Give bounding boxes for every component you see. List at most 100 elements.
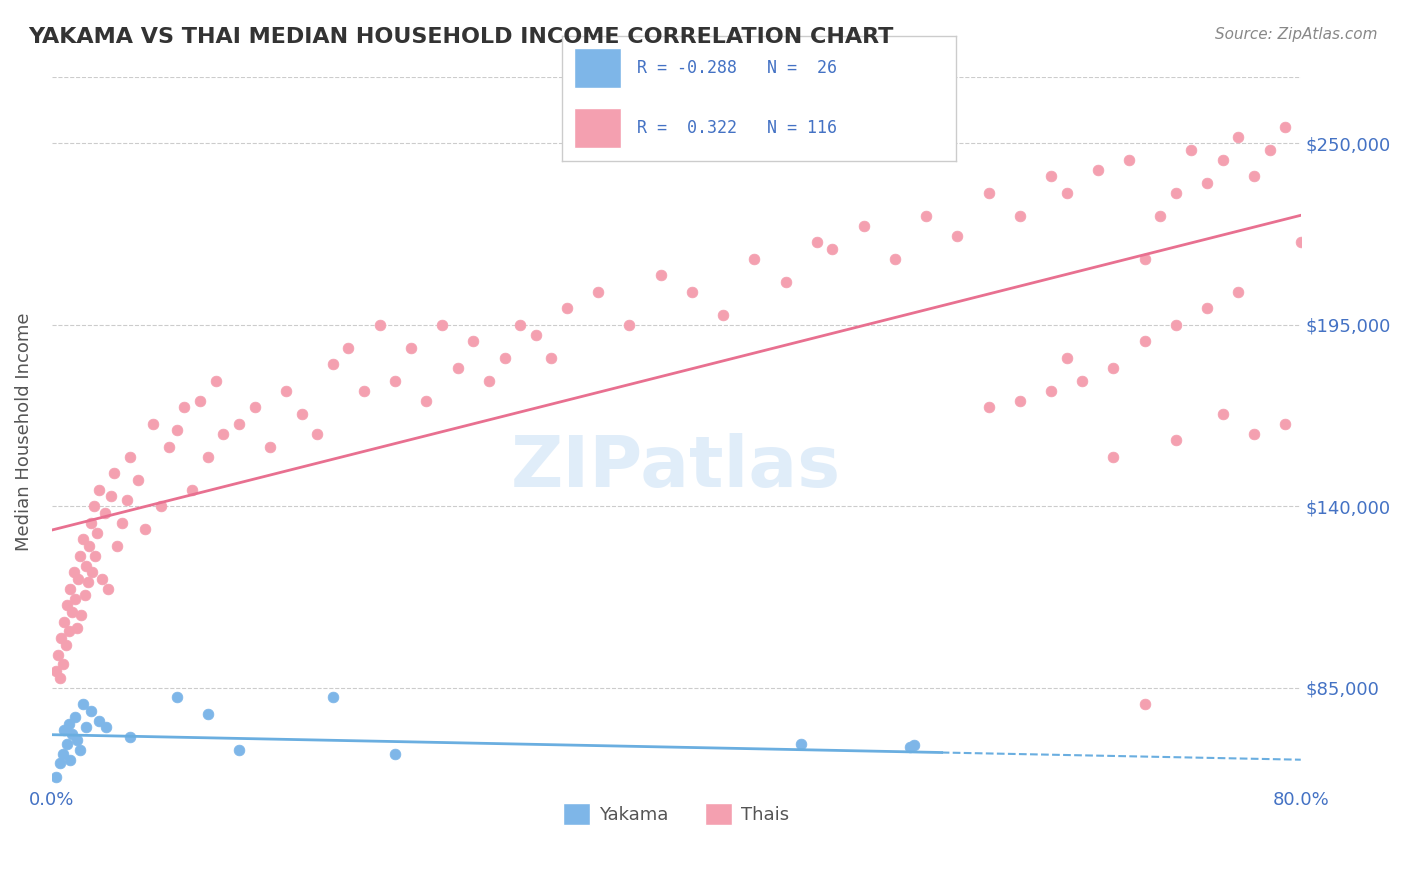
- Point: [790, 737, 813, 751]
- Point: [775, 275, 797, 289]
- Point: [100, 489, 122, 503]
- Point: [806, 235, 828, 250]
- Point: [463, 334, 485, 349]
- Point: [1071, 374, 1094, 388]
- Point: [1039, 169, 1062, 184]
- Point: [70, 607, 93, 622]
- Point: [1008, 393, 1031, 408]
- Point: [1227, 129, 1250, 144]
- Point: [821, 242, 844, 256]
- Point: [46, 648, 69, 662]
- Point: [1258, 143, 1281, 157]
- Point: [59, 753, 82, 767]
- Point: [166, 423, 188, 437]
- Point: [1039, 384, 1062, 398]
- Point: [1056, 351, 1078, 365]
- Point: [430, 815, 453, 830]
- Point: [45, 770, 67, 784]
- Point: [946, 228, 969, 243]
- Point: [52, 657, 75, 672]
- Point: [1227, 285, 1250, 299]
- Point: [711, 308, 734, 322]
- Point: [681, 285, 703, 299]
- Point: [103, 466, 125, 480]
- Point: [903, 738, 925, 752]
- Point: [1008, 209, 1031, 223]
- Point: [60, 605, 83, 619]
- Point: [1118, 153, 1140, 167]
- Point: [228, 417, 250, 431]
- Point: [1102, 450, 1125, 464]
- Point: [173, 401, 195, 415]
- Point: [204, 374, 226, 388]
- Point: [430, 318, 453, 332]
- Point: [134, 522, 156, 536]
- Point: [67, 572, 90, 586]
- Point: [84, 549, 107, 563]
- Point: [1180, 143, 1202, 157]
- Point: [188, 393, 211, 408]
- Point: [1149, 209, 1171, 223]
- Point: [977, 186, 1000, 200]
- Point: [509, 318, 531, 332]
- Point: [1212, 153, 1234, 167]
- Point: [1243, 169, 1265, 184]
- Point: [69, 549, 91, 563]
- Text: R = -0.288   N =  26: R = -0.288 N = 26: [637, 59, 837, 77]
- Point: [87, 714, 110, 728]
- Point: [1274, 120, 1296, 134]
- Point: [384, 374, 406, 388]
- Y-axis label: Median Household Income: Median Household Income: [15, 313, 32, 551]
- Point: [1243, 426, 1265, 441]
- Point: [619, 318, 641, 332]
- Point: [353, 384, 375, 398]
- Point: [127, 473, 149, 487]
- Text: ZIPatlas: ZIPatlas: [512, 433, 841, 502]
- Point: [1164, 318, 1187, 332]
- Point: [86, 525, 108, 540]
- Point: [478, 374, 501, 388]
- Point: [1289, 235, 1312, 250]
- Point: [72, 532, 94, 546]
- Text: R =  0.322   N = 116: R = 0.322 N = 116: [637, 120, 837, 137]
- Point: [55, 638, 77, 652]
- Point: [197, 706, 219, 721]
- Text: Source: ZipAtlas.com: Source: ZipAtlas.com: [1215, 27, 1378, 42]
- Point: [76, 574, 98, 589]
- Point: [900, 739, 922, 754]
- Point: [48, 671, 70, 685]
- Point: [322, 690, 344, 705]
- Point: [52, 747, 75, 761]
- Point: [142, 417, 165, 431]
- Point: [75, 720, 97, 734]
- Point: [49, 631, 72, 645]
- Point: [852, 219, 875, 233]
- Point: [322, 357, 344, 371]
- Point: [87, 483, 110, 497]
- Point: [650, 268, 672, 283]
- Point: [243, 401, 266, 415]
- Point: [1212, 407, 1234, 421]
- FancyBboxPatch shape: [574, 48, 621, 88]
- Point: [415, 393, 437, 408]
- Point: [384, 747, 406, 761]
- Point: [181, 483, 204, 497]
- Point: [586, 285, 609, 299]
- Point: [77, 539, 100, 553]
- Point: [1164, 434, 1187, 448]
- Point: [83, 499, 105, 513]
- Point: [59, 582, 82, 596]
- Point: [45, 664, 67, 678]
- Point: [73, 588, 96, 602]
- Point: [555, 301, 578, 316]
- Point: [56, 598, 79, 612]
- Point: [115, 492, 138, 507]
- Point: [883, 252, 905, 266]
- Point: [75, 558, 97, 573]
- Point: [66, 733, 89, 747]
- Point: [105, 539, 128, 553]
- Point: [48, 756, 70, 771]
- Point: [60, 727, 83, 741]
- Point: [82, 565, 104, 579]
- Point: [157, 440, 180, 454]
